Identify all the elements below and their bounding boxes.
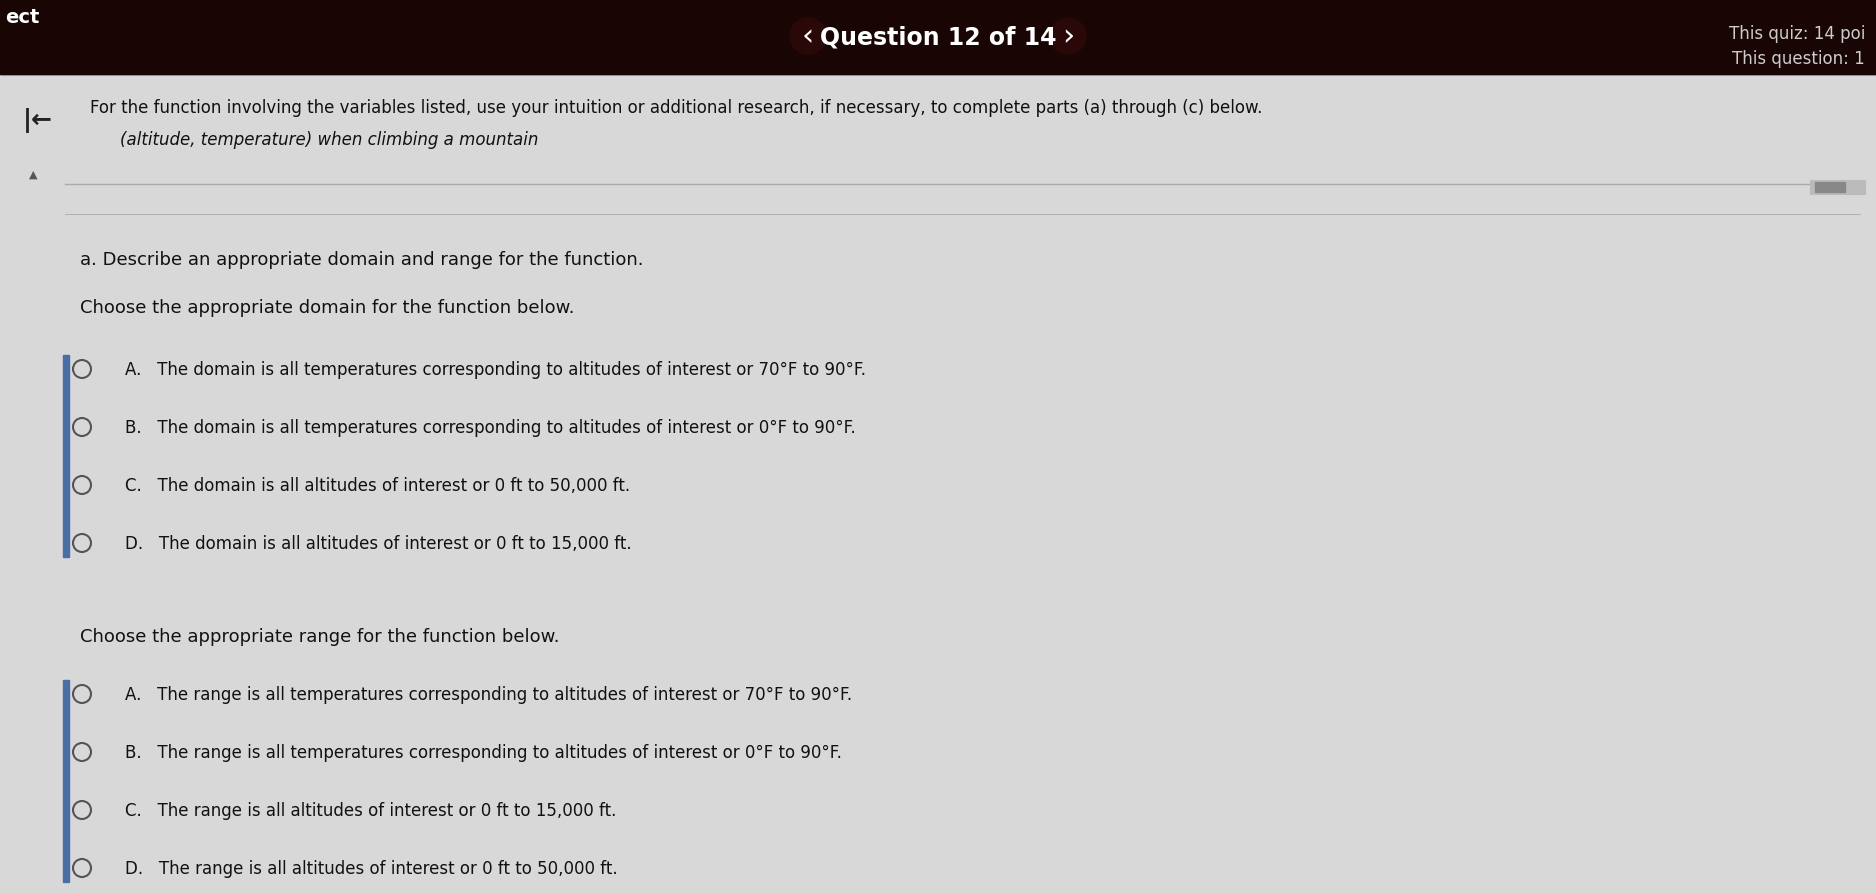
Circle shape (73, 360, 92, 378)
Text: |←: |← (23, 107, 53, 132)
Circle shape (73, 801, 92, 819)
Text: (altitude, temperature) when climbing a mountain: (altitude, temperature) when climbing a … (120, 131, 538, 148)
Bar (1810, 181, 1865, 195)
Text: This question: 1: This question: 1 (1732, 50, 1865, 68)
Text: For the function involving the variables listed, use your intuition or additiona: For the function involving the variables… (90, 99, 1263, 117)
Text: This quiz: 14 poi: This quiz: 14 poi (1728, 25, 1865, 43)
Text: ‹: ‹ (801, 22, 814, 52)
Bar (1814, 182, 1844, 193)
Bar (0, 0, 1876, 75)
Bar (64, 680, 69, 882)
Circle shape (1051, 19, 1086, 55)
Text: Question 12 of 14: Question 12 of 14 (820, 25, 1056, 49)
Text: Choose the appropriate domain for the function below.: Choose the appropriate domain for the fu… (81, 299, 574, 316)
Text: D.   The domain is all altitudes of interest or 0 ft to 15,000 ft.: D. The domain is all altitudes of intere… (126, 535, 632, 552)
Text: ›: › (1062, 22, 1075, 52)
Text: D.   The range is all altitudes of interest or 0 ft to 50,000 ft.: D. The range is all altitudes of interes… (126, 859, 617, 877)
Text: a. Describe an appropriate domain and range for the function.: a. Describe an appropriate domain and ra… (81, 250, 643, 269)
Circle shape (73, 535, 92, 552)
Text: A.   The range is all temperatures corresponding to altitudes of interest or 70°: A. The range is all temperatures corresp… (126, 685, 852, 704)
Text: A.   The domain is all temperatures corresponding to altitudes of interest or 70: A. The domain is all temperatures corres… (126, 360, 867, 378)
Text: Choose the appropriate range for the function below.: Choose the appropriate range for the fun… (81, 628, 559, 645)
Polygon shape (0, 65, 351, 75)
Text: B.   The domain is all temperatures corresponding to altitudes of interest or 0°: B. The domain is all temperatures corres… (126, 418, 855, 436)
Circle shape (73, 477, 92, 494)
Circle shape (73, 685, 92, 704)
Circle shape (73, 859, 92, 877)
Text: B.   The range is all temperatures corresponding to altitudes of interest or 0°F: B. The range is all temperatures corresp… (126, 743, 842, 761)
Text: C.   The range is all altitudes of interest or 0 ft to 15,000 ft.: C. The range is all altitudes of interes… (126, 801, 617, 819)
Polygon shape (0, 0, 1876, 75)
Text: ect: ect (6, 8, 39, 27)
Circle shape (73, 743, 92, 761)
Circle shape (73, 418, 92, 436)
Text: C.   The domain is all altitudes of interest or 0 ft to 50,000 ft.: C. The domain is all altitudes of intere… (126, 477, 630, 494)
Circle shape (790, 19, 825, 55)
Bar (64, 356, 69, 557)
Text: ▲: ▲ (28, 170, 38, 180)
